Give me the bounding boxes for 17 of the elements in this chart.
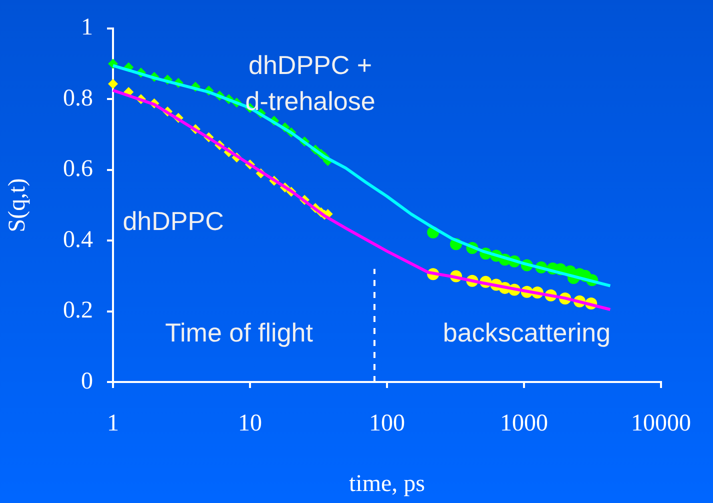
y-tick-label: 0.6: [63, 156, 93, 182]
x-tick-label: 1000: [500, 410, 548, 437]
annotation: backscattering: [442, 317, 611, 348]
x-axis-title: time, ps: [349, 470, 425, 497]
x-tick-label: 100: [369, 410, 405, 437]
y-tick-label: 0.2: [63, 298, 93, 324]
x-tick-label: 10000: [631, 410, 691, 437]
y-tick-label: 0.8: [63, 85, 93, 112]
x-tick-label: 1: [107, 410, 119, 437]
x-tick-label: 10: [238, 410, 262, 437]
annotation: Time of flight: [165, 317, 314, 348]
y-axis-title: S(q,t): [4, 178, 31, 232]
y-tick-label: 1: [81, 14, 93, 41]
y-tick-label: 0: [81, 368, 93, 394]
annotation: dhDPPC: [122, 206, 224, 236]
y-tick-label: 0.4: [63, 226, 93, 253]
annotation: dhDPPC + d-trehalose: [245, 50, 376, 116]
